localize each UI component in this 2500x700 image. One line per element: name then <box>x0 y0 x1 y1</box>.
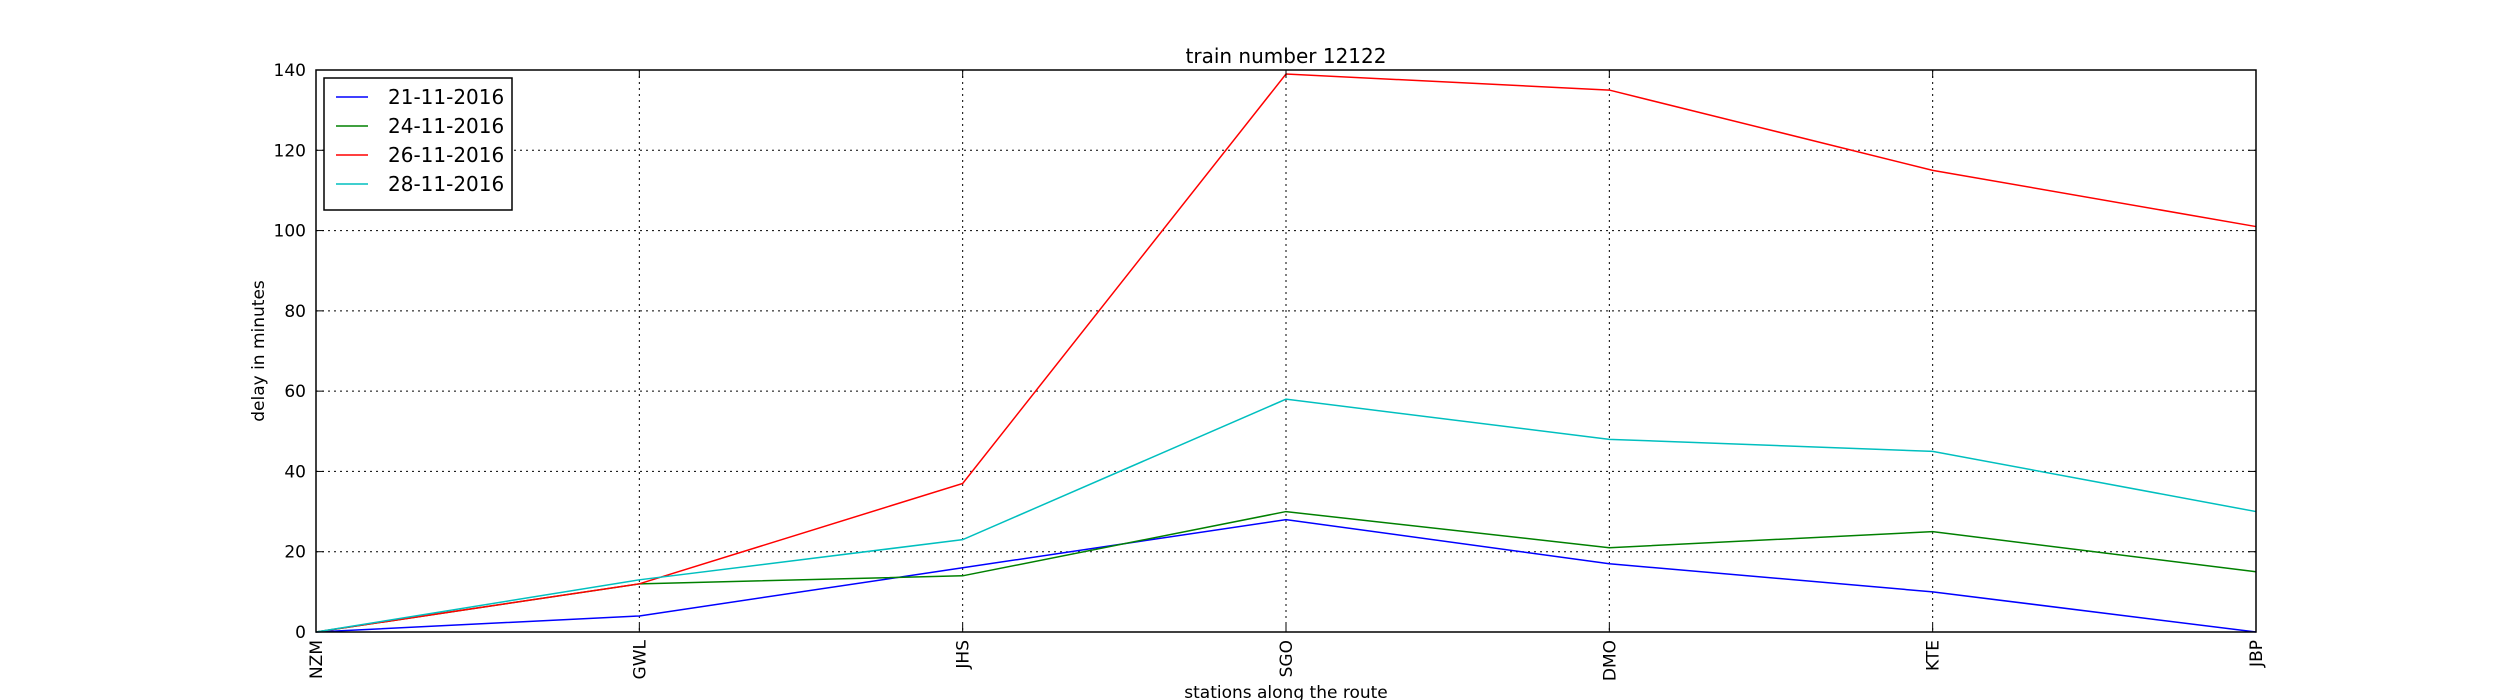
y-tick-label: 120 <box>274 141 306 161</box>
x-tick-label: NZM <box>307 640 327 679</box>
y-tick-label: 140 <box>274 61 306 81</box>
series-lines <box>315 73 2257 633</box>
y-tick-label: 40 <box>284 462 306 482</box>
y-tick-label: 80 <box>284 302 306 322</box>
x-axis-title: stations along the route <box>1184 683 1388 700</box>
series-line <box>315 510 2257 633</box>
legend-box <box>323 77 513 211</box>
y-tick-label: 0 <box>295 623 306 643</box>
series-line <box>315 398 2257 633</box>
legend-label: 28-11-2016 <box>388 172 504 196</box>
legend-label: 21-11-2016 <box>388 85 504 109</box>
legend: 21-11-2016 24-11-2016 26-11-2016 28-11-2016 <box>323 77 513 211</box>
y-tick-label: 100 <box>274 222 306 242</box>
gridlines <box>315 69 2257 633</box>
series-line <box>315 518 2257 633</box>
y-axis-title: delay in minutes <box>249 280 269 422</box>
x-tick-label: GWL <box>630 639 650 679</box>
chart-title: train number 12122 <box>1186 44 1387 68</box>
x-tick-label: KTE <box>1924 640 1944 671</box>
x-tick-label: DMO <box>1600 640 1620 681</box>
axis-ticks: 0 20 40 60 80 100 120 140 NZM GWL JHS SGO DMO KTE JBP <box>274 61 2267 681</box>
legend-label: 26-11-2016 <box>388 143 504 167</box>
legend-label: 24-11-2016 <box>388 114 504 138</box>
x-tick-label: SGO <box>1277 640 1297 677</box>
x-tick-label: JHS <box>954 640 974 670</box>
y-tick-label: 60 <box>284 382 306 402</box>
x-tick-label: JBP <box>2247 640 2267 668</box>
y-tick-label: 20 <box>284 543 306 563</box>
